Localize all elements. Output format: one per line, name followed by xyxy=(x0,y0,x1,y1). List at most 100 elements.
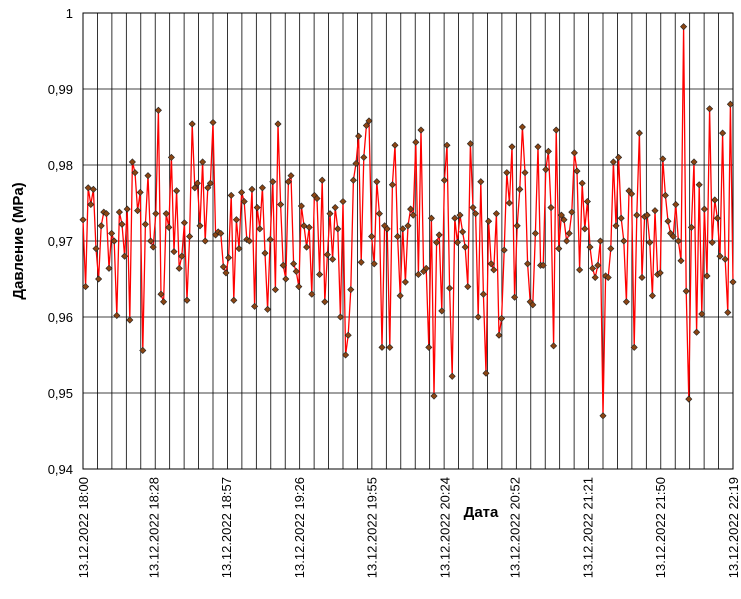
data-point xyxy=(487,260,495,268)
data-point xyxy=(206,179,214,187)
data-point xyxy=(511,293,519,301)
data-point xyxy=(115,208,123,216)
data-point xyxy=(414,270,422,278)
data-point xyxy=(323,251,331,259)
y-tick-label: 0,99 xyxy=(48,82,73,97)
data-point xyxy=(682,287,690,295)
x-tick-labels: 13.12.2022 18:00 13.12.2022 18:28 13.12.20… xyxy=(76,477,741,578)
data-point xyxy=(586,243,594,251)
data-point xyxy=(258,184,266,192)
data-point xyxy=(256,225,264,233)
x-tick-label: 13.12.2022 22:19 xyxy=(726,477,741,578)
data-point xyxy=(360,153,368,161)
data-point xyxy=(469,204,477,212)
data-point xyxy=(534,143,542,151)
data-point xyxy=(474,313,482,321)
data-point xyxy=(451,214,459,222)
data-point xyxy=(204,184,212,192)
data-point xyxy=(370,260,378,268)
data-point xyxy=(628,190,636,198)
data-point xyxy=(217,229,225,237)
data-point xyxy=(547,204,555,212)
x-tick-label: 13.12.2022 21:21 xyxy=(580,477,595,578)
data-point xyxy=(102,210,110,218)
data-point xyxy=(84,184,92,192)
data-point xyxy=(287,172,295,180)
data-point xyxy=(711,196,719,204)
data-point xyxy=(422,264,430,272)
x-tick-label: 13.12.2022 18:00 xyxy=(76,477,91,578)
data-point xyxy=(485,217,493,225)
data-point xyxy=(383,225,391,233)
data-point xyxy=(266,235,274,244)
data-point xyxy=(97,222,105,230)
data-point xyxy=(316,270,324,278)
data-point xyxy=(516,185,524,193)
data-point xyxy=(110,237,118,245)
data-point xyxy=(703,272,711,280)
data-point xyxy=(318,176,326,184)
data-point xyxy=(134,207,142,215)
data-point xyxy=(399,225,407,233)
data-point xyxy=(695,181,703,189)
data-point xyxy=(539,261,547,269)
data-point xyxy=(121,252,129,260)
data-point xyxy=(472,210,480,218)
data-point xyxy=(505,199,513,207)
data-point xyxy=(461,243,469,251)
data-point xyxy=(599,412,607,420)
data-point xyxy=(503,169,511,177)
y-tick-label: 1 xyxy=(66,6,73,21)
data-point xyxy=(700,205,708,213)
data-point xyxy=(167,153,175,161)
data-point xyxy=(708,238,716,247)
data-point xyxy=(615,153,623,161)
data-point xyxy=(373,178,381,186)
data-point xyxy=(490,266,498,274)
data-point xyxy=(253,204,261,212)
data-point xyxy=(251,302,259,310)
data-point xyxy=(565,229,573,237)
data-point xyxy=(147,237,155,245)
data-point xyxy=(643,211,651,219)
data-point xyxy=(245,237,253,245)
data-point xyxy=(232,216,240,224)
data-point xyxy=(87,200,95,209)
data-point xyxy=(430,392,438,400)
data-point xyxy=(365,117,373,125)
data-point xyxy=(435,231,443,239)
data-point xyxy=(591,273,599,282)
data-point xyxy=(557,211,565,219)
data-point xyxy=(677,257,685,265)
data-point xyxy=(154,106,162,114)
data-point xyxy=(113,311,121,320)
data-point xyxy=(656,269,664,277)
data-point xyxy=(443,141,451,149)
data-point xyxy=(724,308,732,316)
data-point xyxy=(716,252,724,260)
data-point xyxy=(277,200,285,209)
data-point xyxy=(186,232,194,240)
data-point xyxy=(82,283,90,291)
data-point xyxy=(282,275,290,283)
data-point xyxy=(438,307,446,315)
data-point xyxy=(355,132,363,140)
data-point xyxy=(550,342,558,350)
data-point xyxy=(391,141,399,149)
data-point xyxy=(612,222,620,230)
data-point xyxy=(698,310,706,318)
data-point xyxy=(162,210,170,218)
data-point xyxy=(492,210,500,218)
data-point xyxy=(518,123,526,131)
data-point xyxy=(433,238,441,247)
data-point xyxy=(440,176,448,184)
data-point xyxy=(362,121,370,130)
data-point xyxy=(292,267,300,275)
data-point xyxy=(219,263,227,271)
data-point xyxy=(297,202,305,210)
data-point xyxy=(680,23,688,31)
data-point xyxy=(651,207,659,215)
data-point xyxy=(196,222,204,230)
data-point xyxy=(412,138,420,146)
